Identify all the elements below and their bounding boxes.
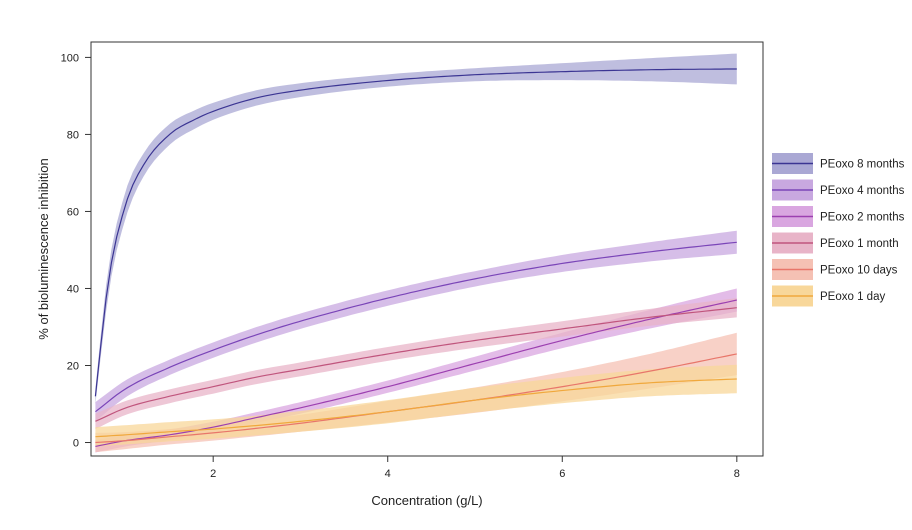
y-tick-label: 80	[67, 129, 79, 141]
legend-item-peoxo-4-months: PEoxo 4 months	[772, 179, 905, 201]
series-line-peoxo-1-day	[95, 378, 737, 438]
x-tick-label: 6	[559, 468, 565, 480]
x-tick-label: 8	[734, 468, 740, 480]
x-axis-title: Concentration (g/L)	[371, 493, 482, 508]
x-tick-label: 2	[210, 468, 216, 480]
y-tick-label: 20	[67, 360, 79, 372]
y-tick-label: 60	[67, 206, 79, 218]
series-lines	[94, 68, 737, 447]
x-axis: 2 4 6 8	[210, 456, 740, 480]
y-axis: 0 20 40 60 80 100	[61, 52, 91, 450]
legend-item-peoxo-2-months: PEoxo 2 months	[772, 206, 905, 227]
legend-item-peoxo-8-months: PEoxo 8 months	[772, 153, 905, 174]
legend-label: PEoxo 2 months	[820, 212, 905, 224]
y-tick-label: 0	[73, 438, 79, 450]
legend-label: PEoxo 1 month	[820, 238, 899, 250]
series-line-peoxo-1-month	[95, 307, 737, 422]
legend-label: PEoxo 1 day	[820, 291, 885, 303]
legend-label: PEoxo 4 months	[820, 185, 905, 197]
legend-item-peoxo-1-month: PEoxo 1 month	[772, 232, 899, 254]
legend-item-peoxo-10-days: PEoxo 10 days	[772, 259, 898, 280]
legend-label: PEoxo 8 months	[820, 159, 905, 171]
y-tick-label: 100	[61, 52, 79, 64]
plot-frame	[90, 41, 764, 457]
series-line-peoxo-8-months	[94, 68, 737, 397]
legend-item-peoxo-1-day: PEoxo 1 day	[772, 285, 885, 307]
series-line-peoxo-4-months	[95, 241, 737, 413]
x-tick-label: 4	[385, 468, 391, 480]
ci-band-peoxo-1-month	[95, 298, 737, 429]
legend: PEoxo 8 months PEoxo 4 months PEoxo 2 mont…	[772, 153, 905, 307]
legend-label: PEoxo 10 days	[820, 265, 898, 277]
y-axis-title: % of bioluminescence inhibition	[36, 158, 51, 339]
y-tick-label: 40	[67, 283, 79, 295]
